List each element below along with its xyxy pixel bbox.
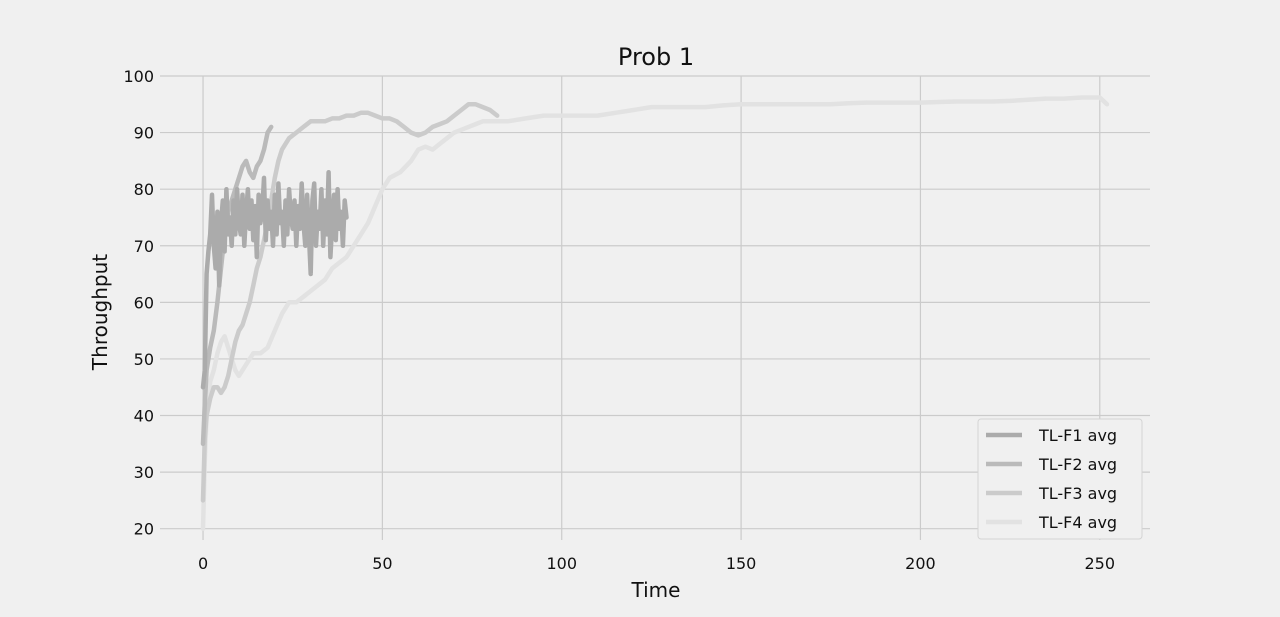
- series-line-4: [200, 169, 349, 390]
- chart-title: Prob 1: [618, 43, 694, 71]
- y-tick-label: 90: [134, 124, 154, 143]
- y-tick-label: 80: [134, 180, 154, 199]
- x-tick-labels: 0 50 100 150 200 250: [198, 554, 1115, 573]
- x-tick-label: 50: [372, 554, 392, 573]
- series-lines: [200, 95, 1110, 531]
- legend-label: TL-F3 avg: [1038, 484, 1117, 503]
- x-tick-label: 250: [1085, 554, 1116, 573]
- legend-label: TL-F4 avg: [1038, 513, 1117, 532]
- x-tick-label: 0: [198, 554, 208, 573]
- legend-label: TL-F1 avg: [1038, 426, 1117, 445]
- y-tick-label: 40: [134, 407, 154, 426]
- y-tick-label: 70: [134, 237, 154, 256]
- y-tick-label: 30: [134, 463, 154, 482]
- x-tick-label: 150: [726, 554, 757, 573]
- x-axis-label: Time: [631, 578, 681, 602]
- legend: TL-F1 avg TL-F2 avg TL-F3 avg TL-F4 avg: [977, 418, 1143, 540]
- y-tick-label: 20: [134, 520, 154, 539]
- x-tick-label: 200: [905, 554, 936, 573]
- legend-box: [977, 418, 1143, 540]
- y-axis-label: Throughput: [88, 254, 112, 371]
- y-tick-label: 50: [134, 350, 154, 369]
- x-tick-label: 100: [546, 554, 577, 573]
- y-tick-labels: 20 30 40 50 60 70 80 90 100: [123, 67, 154, 539]
- series-line-1: [200, 95, 1110, 531]
- y-tick-label: 60: [134, 293, 154, 312]
- y-tick-label: 100: [123, 67, 154, 86]
- legend-label: TL-F2 avg: [1038, 455, 1117, 474]
- series-line-3: [200, 124, 274, 447]
- series-line-2: [200, 102, 500, 503]
